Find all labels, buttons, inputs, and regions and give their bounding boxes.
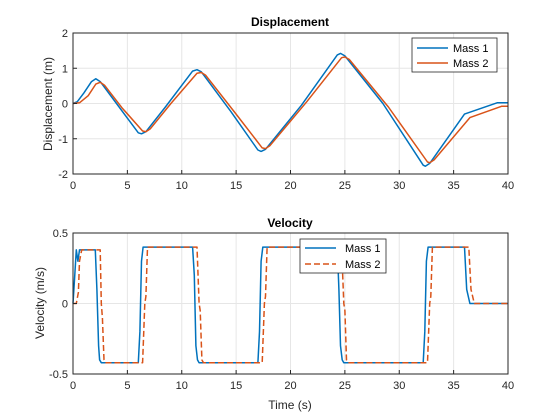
velocity-xtick-label: 15 [230, 380, 242, 392]
displacement-ytick-label: -1 [58, 134, 68, 146]
velocity-series-mass2-line [73, 246, 508, 364]
displacement-xtick-label: 5 [124, 180, 130, 192]
velocity-xtick-label: 30 [393, 380, 405, 392]
displacement-series-mass1-line [72, 52, 508, 167]
velocity-xtick-label: 5 [124, 380, 130, 392]
velocity-ticks: 0 5 10 15 20 25 30 35 40-0.500.5 [49, 228, 514, 392]
velocity-lines [72, 246, 508, 364]
velocity-series-mass1-line [72, 246, 508, 364]
displacement-legend: Mass 1 Mass 2 [411, 37, 498, 73]
displacement-xtick-label: 20 [284, 180, 296, 192]
velocity-legend-label-mass1: Mass 1 [345, 243, 380, 255]
velocity-xtick-label: 0 [70, 380, 76, 392]
velocity-title: Velocity [267, 216, 313, 230]
velocity-axes: Velocity Velocity (m/s) Time (s) 0 5 10 15 2… [33, 216, 514, 412]
velocity-ytick-label: 0 [62, 299, 68, 311]
velocity-xtick-label: 10 [176, 380, 188, 392]
displacement-legend-label-mass2: Mass 2 [453, 58, 488, 70]
velocity-legend: Mass 1 Mass 2 [299, 238, 387, 274]
velocity-ylabel: Velocity (m/s) [33, 267, 47, 339]
velocity-ytick-label: -0.5 [49, 369, 68, 381]
velocity-xtick-label: 25 [339, 380, 351, 392]
velocity-legend-box [299, 238, 387, 274]
displacement-xtick-label: 25 [339, 180, 351, 192]
displacement-xtick-label: 0 [70, 180, 76, 192]
displacement-legend-box [411, 37, 498, 73]
velocity-ytick-label: 0.5 [53, 228, 68, 240]
velocity-xtick-label: 20 [284, 380, 296, 392]
displacement-xtick-label: 30 [393, 180, 405, 192]
velocity-xlabel: Time (s) [268, 398, 312, 412]
displacement-legend-label-mass1: Mass 1 [453, 43, 488, 55]
velocity-xtick-label: 40 [502, 380, 514, 392]
displacement-lines [72, 52, 508, 167]
velocity-legend-label-mass2: Mass 2 [345, 259, 380, 271]
displacement-ytick-label: 0 [62, 99, 68, 111]
displacement-xtick-label: 10 [176, 180, 188, 192]
displacement-ytick-label: -2 [58, 169, 68, 181]
displacement-series-mass2-line [72, 56, 508, 164]
displacement-ytick-label: 2 [62, 28, 68, 40]
displacement-xtick-label: 40 [502, 180, 514, 192]
displacement-xtick-label: 35 [448, 180, 460, 192]
displacement-axes: Displacement Displacement (m) 0 5 10 15 20 25… [41, 15, 514, 192]
displacement-xtick-label: 15 [230, 180, 242, 192]
displacement-ylabel: Displacement (m) [41, 57, 55, 151]
velocity-xtick-label: 35 [448, 380, 460, 392]
displacement-ticks: 0 5 10 15 20 25 30 35 40 -2 -1 0 1 2 [58, 28, 514, 192]
displacement-ytick-label: 1 [62, 63, 68, 75]
displacement-title: Displacement [251, 15, 329, 29]
